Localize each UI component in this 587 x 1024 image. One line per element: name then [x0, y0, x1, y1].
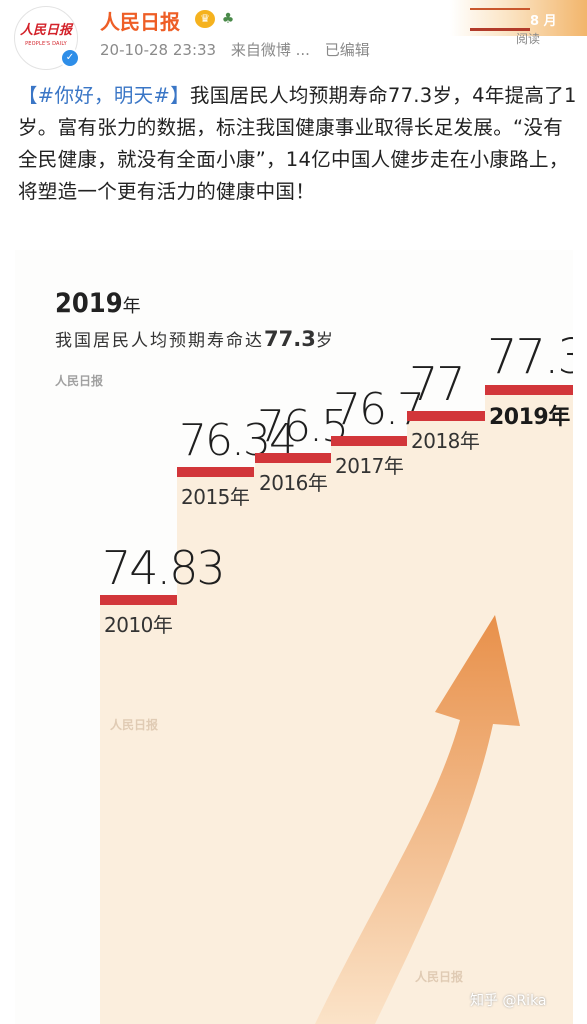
post-time: 20-10-28 23:33 — [100, 41, 217, 59]
banner-text: 8 月 — [530, 14, 557, 29]
chart-step-2 — [255, 453, 332, 1024]
chart-bar-1 — [177, 467, 254, 477]
chart-value-label-3: 76.7 — [333, 384, 425, 435]
chart-category-label-5: 2019年 — [489, 405, 570, 430]
chart-canvas — [100, 385, 573, 1024]
chart-value-label-5: 77.3 — [487, 329, 573, 385]
post-header: 人民日报 PEOPLE'S DAILY ✓ 人民日报 ♛ ♣ 20-10-28 … — [0, 0, 587, 72]
footer-credit: 知乎 @Rika — [470, 993, 547, 1009]
avatar[interactable]: 人民日报 PEOPLE'S DAILY — [14, 6, 78, 70]
verified-icon: ✓ — [60, 48, 80, 68]
post-body: 【#你好，明天#】我国居民人均预期寿命77.3岁，4年提高了1岁。富有张力的数据… — [18, 80, 578, 208]
chart-value-label-4: 77 — [409, 357, 466, 411]
headline-year: 2019年 — [55, 288, 141, 319]
read-count-label: 阅读 — [516, 32, 541, 46]
chart-value-label-0: 74.83 — [102, 541, 226, 595]
chart-category-label-0: 2010年 — [104, 613, 173, 637]
watermark-middle: 人民日报 — [110, 718, 159, 732]
chart-bar-3 — [331, 436, 407, 446]
avatar-logo-subtitle: PEOPLE'S DAILY — [25, 41, 67, 47]
chart-category-label-1: 2015年 — [181, 485, 250, 509]
growth-arrow-icon — [315, 615, 520, 1024]
chart-category-label-3: 2017年 — [335, 454, 404, 478]
post-meta: 20-10-28 23:33 来自微博 ... 已编辑 — [100, 39, 380, 60]
chart-step-0 — [100, 595, 178, 1024]
chart-category-label-4: 2018年 — [411, 429, 480, 453]
chart-step-1 — [177, 467, 255, 1024]
watermark-bottom: 人民日报 — [415, 970, 464, 984]
headline-subtitle: 我国居民人均预期寿命达77.3岁 — [55, 327, 335, 351]
chart-bar-5 — [485, 385, 573, 395]
chart-category-label-2: 2016年 — [259, 471, 328, 495]
chart-bar-2 — [255, 453, 331, 463]
great-wall-icon — [470, 8, 530, 31]
crown-badge-icon[interactable]: ♛ — [195, 10, 215, 28]
hashtag-link[interactable]: 【#你好，明天#】 — [18, 84, 190, 107]
watermark-top: 人民日报 — [55, 374, 104, 388]
edited-label[interactable]: 已编辑 — [324, 41, 370, 59]
author-name[interactable]: 人民日报 — [100, 10, 180, 34]
chart-bar-4 — [407, 411, 485, 421]
post-source[interactable]: 来自微博 ... — [230, 41, 310, 59]
tree-badge-icon[interactable]: ♣ — [221, 11, 235, 27]
infographic-image[interactable]: 2019年 我国居民人均预期寿命达77.3岁 人民日报 人民日报 人民日报 74… — [15, 250, 573, 1024]
post-text: 我国居民人均预期寿命77.3岁，4年提高了1岁。富有张力的数据，标注我国健康事业… — [18, 84, 577, 203]
chart-bar-0 — [100, 595, 177, 605]
avatar-logo: 人民日报 — [19, 23, 72, 38]
